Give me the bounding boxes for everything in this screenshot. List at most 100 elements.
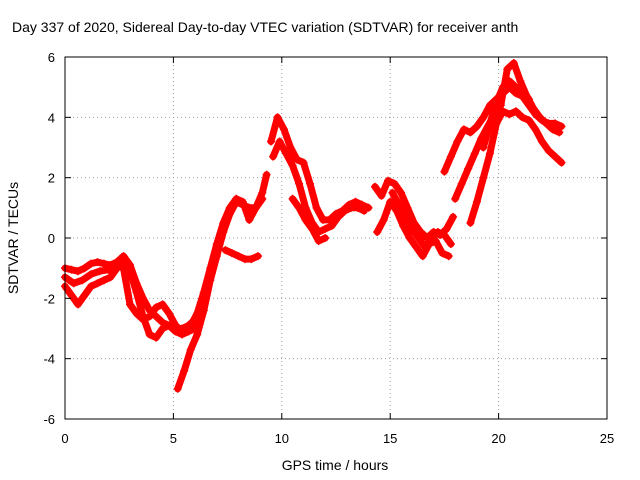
data-point [306, 179, 314, 188]
data-point [388, 188, 397, 197]
data-point [132, 288, 141, 297]
data-point [453, 137, 462, 146]
data-point [288, 161, 297, 170]
data-point [100, 259, 108, 268]
data-point [193, 309, 202, 318]
data-point [457, 179, 466, 188]
data-point [67, 265, 76, 274]
series-track-12 [388, 188, 455, 251]
data-point [442, 224, 451, 233]
data-point [505, 77, 514, 86]
data-point [95, 267, 104, 276]
data-point [386, 197, 395, 206]
data-point [371, 182, 379, 191]
data-point [440, 167, 449, 176]
x-tick-label: 0 [61, 431, 68, 446]
data-point [551, 152, 559, 161]
data-point [433, 228, 442, 236]
data-point [173, 384, 182, 393]
data-point [394, 200, 403, 209]
data-point [548, 125, 557, 134]
data-point [414, 234, 423, 242]
data-point [87, 270, 95, 279]
data-point [227, 249, 236, 258]
data-series [61, 59, 566, 393]
data-point [158, 324, 167, 333]
data-point [384, 176, 392, 185]
data-point [390, 179, 399, 188]
data-point [518, 113, 527, 122]
data-point [485, 119, 494, 128]
data-point [206, 264, 215, 273]
x-tick-label: 25 [600, 431, 614, 446]
data-point [93, 258, 102, 267]
data-point [503, 65, 512, 74]
data-point [511, 83, 520, 92]
data-point [299, 158, 308, 167]
data-point [544, 146, 553, 155]
data-point [80, 264, 89, 273]
data-point [104, 265, 113, 274]
data-point [446, 152, 455, 161]
data-point [466, 218, 475, 227]
data-point [557, 158, 566, 167]
data-point [340, 206, 349, 215]
series-band [267, 113, 372, 224]
data-point [295, 179, 304, 188]
data-point [293, 155, 301, 164]
data-point [258, 194, 267, 203]
grid [65, 57, 607, 419]
series-band [221, 246, 262, 263]
data-point [327, 221, 336, 230]
data-point [119, 264, 128, 273]
data-point [267, 137, 275, 146]
data-point [286, 143, 295, 152]
data-point [498, 107, 507, 116]
data-point [74, 300, 82, 309]
y-tick-label: -6 [43, 412, 55, 427]
data-point [113, 261, 121, 270]
data-point [479, 113, 488, 122]
data-point [418, 252, 427, 261]
data-point [472, 197, 481, 206]
data-point [80, 291, 89, 300]
data-point [407, 224, 416, 233]
data-point [234, 252, 243, 261]
x-tick-label: 5 [170, 431, 177, 446]
data-point [225, 203, 234, 212]
data-point [498, 83, 507, 92]
data-point [78, 276, 87, 285]
data-point [446, 240, 455, 248]
data-point [444, 252, 453, 261]
data-point [254, 252, 262, 261]
series-track-8 [269, 137, 369, 236]
y-tick-label: 4 [48, 110, 55, 125]
data-point [280, 125, 288, 134]
x-axis-label: GPS time / hours [282, 457, 389, 473]
axis-ticks: 0 5 10 15 20 25 -6 -4 -2 0 2 4 6 [43, 50, 614, 446]
data-point [401, 212, 410, 221]
data-point [405, 234, 414, 242]
data-point [262, 170, 271, 179]
data-point [440, 231, 449, 239]
data-point [139, 315, 147, 324]
data-point [87, 259, 95, 268]
data-point [106, 273, 115, 282]
data-point [360, 206, 369, 215]
data-point [531, 125, 540, 134]
x-tick-label: 10 [275, 431, 289, 446]
data-point [538, 137, 546, 146]
data-point [69, 279, 78, 288]
data-point [93, 279, 102, 288]
data-point [186, 345, 195, 354]
data-point [529, 104, 538, 113]
data-point [301, 215, 310, 224]
data-point [314, 237, 323, 245]
data-point [555, 128, 564, 137]
data-point [180, 366, 189, 375]
data-point [464, 164, 473, 173]
series-track-5 [186, 194, 267, 330]
data-point [308, 224, 317, 233]
data-point [438, 249, 447, 258]
